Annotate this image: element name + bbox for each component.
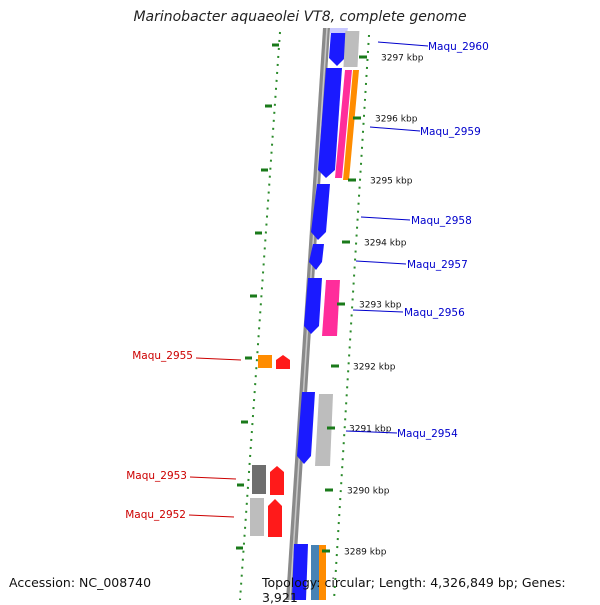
gene-maqu-2960-forward: [329, 32, 346, 66]
gene-maqu-2957-forward: [309, 244, 324, 270]
ruler-label: 3290 kbp: [347, 487, 390, 497]
ruler-tick: [342, 240, 350, 244]
ruler-label: 3294 kbp: [364, 239, 407, 249]
genome-title: Marinobacter aquaeolei VT8, complete gen…: [133, 9, 467, 25]
ruler-tick: [322, 549, 330, 553]
callout-line: [377, 41, 429, 47]
gene-label: Maqu_2955: [132, 350, 193, 362]
gene-label: Maqu_2952: [125, 509, 186, 521]
gene-label: Maqu_2960: [428, 41, 489, 53]
gene-bottom-steelblue: [311, 545, 319, 600]
ruler-tick: [331, 364, 339, 368]
minor-tick: [237, 483, 244, 487]
ruler-tick: [325, 488, 333, 492]
gene-maqu-2953-reverse: [270, 466, 284, 495]
ruler-tick: [359, 55, 367, 59]
ruler-label: 3296 kbp: [375, 115, 418, 125]
ruler-label: 3297 kbp: [381, 54, 424, 64]
callout-line: [189, 476, 237, 480]
gene-bottom-orange: [319, 545, 326, 600]
ruler-label: 3291 kbp: [349, 425, 392, 435]
gene-label-callouts: Maqu_2960 Maqu_2959 Maqu_2958 Maqu_2957 Maqu…: [125, 41, 489, 521]
topology-text: Topology: circular; Length: 4,326,849 bp…: [262, 575, 566, 605]
gene-label: Maqu_2954: [397, 428, 458, 440]
ruler-tick: [337, 302, 345, 306]
kbp-ruler: 3297 kbp 3296 kbp 3295 kbp 3294 kbp 3293 kbp…: [322, 54, 424, 558]
callout-line: [352, 309, 404, 313]
gene-maqu-2953-darkgray: [252, 465, 266, 494]
gene-maqu-2959-pink: [335, 70, 352, 178]
ruler-tick: [327, 426, 335, 430]
gene-label: Maqu_2956: [404, 307, 465, 319]
gene-maqu-2960-gray: [343, 31, 360, 67]
gene-maqu-2952-gray: [250, 498, 264, 536]
gene-maqu-2955-reverse: [276, 355, 290, 369]
ruler-label: 3293 kbp: [359, 301, 402, 311]
ruler-label: 3292 kbp: [353, 363, 396, 373]
callout-line: [345, 430, 398, 434]
minor-tick: [236, 546, 243, 550]
gene-label: Maqu_2959: [420, 126, 481, 138]
gene-maqu-2956-forward: [304, 278, 322, 334]
gene-label: Maqu_2957: [407, 259, 468, 271]
ruler-label: 3295 kbp: [370, 177, 413, 187]
gene-maqu-2956-pink: [322, 280, 340, 336]
gene-features: [250, 28, 360, 600]
gene-bottom-forward: [292, 544, 308, 600]
minor-tick: [272, 43, 279, 47]
gene-maqu-2959-orange: [343, 70, 359, 180]
gene-label: Maqu_2958: [411, 215, 472, 227]
minor-tick: [261, 168, 268, 172]
gene-maqu-2952-reverse: [268, 499, 282, 537]
callout-line: [195, 357, 242, 361]
gene-maqu-2960-header: [330, 28, 348, 33]
minor-tick: [245, 356, 252, 360]
gene-maqu-2958-forward: [311, 184, 330, 240]
ruler-tick: [348, 178, 356, 182]
callout-line: [360, 216, 411, 221]
callout-line: [369, 126, 421, 132]
minor-ticks: [236, 43, 279, 550]
minor-tick: [265, 104, 272, 108]
callout-line: [355, 260, 407, 265]
gene-maqu-2954-forward: [297, 392, 315, 464]
accession-text: Accession: NC_008740: [9, 575, 152, 590]
gene-maqu-2959-forward: [318, 68, 342, 178]
ruler-label: 3289 kbp: [344, 548, 387, 558]
minor-tick: [241, 420, 248, 424]
gene-maqu-2955-orange: [258, 355, 272, 368]
ruler-tick: [353, 116, 361, 120]
minor-tick: [255, 231, 262, 235]
callout-line: [188, 514, 235, 518]
gene-label: Maqu_2953: [126, 470, 187, 482]
gene-maqu-2954-gray: [315, 394, 333, 466]
minor-tick: [250, 294, 257, 298]
